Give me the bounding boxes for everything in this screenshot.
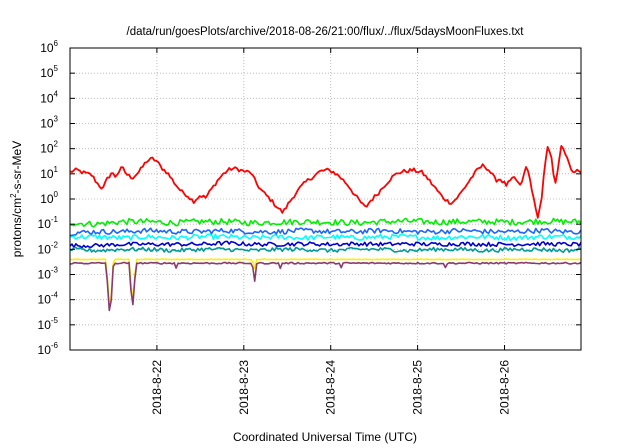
x-axis-ticks: 2018-8-22 2018-8-23 2018-8-24 2018-8-25 2018… <box>150 48 512 415</box>
y-axis-label-main: protons/cm <box>10 198 24 257</box>
x-tick-label: 2018-8-23 <box>237 360 251 415</box>
y-tick-label: 101 <box>40 165 58 181</box>
x-tick-label: 2018-8-22 <box>150 360 164 415</box>
y-tick-label: 10-3 <box>38 266 59 282</box>
y-tick-exponent: 4 <box>54 89 59 98</box>
y-tick-base: 10 <box>40 117 54 131</box>
y-tick-label: 10-2 <box>38 240 59 256</box>
series-line-6 <box>69 246 582 254</box>
y-tick-exponent: 1 <box>54 165 59 174</box>
y-tick-base: 10 <box>40 167 54 181</box>
y-tick-exponent: 3 <box>54 115 59 124</box>
y-tick-exponent: 0 <box>54 190 59 199</box>
y-axis-label-superscript: 2 <box>9 193 18 198</box>
y-tick-base: 10 <box>40 142 54 156</box>
series-line-3 <box>69 233 582 242</box>
y-tick-label: 106 <box>40 39 58 55</box>
series-line-1 <box>69 144 582 219</box>
y-tick-exponent: -4 <box>51 291 59 300</box>
y-axis-label: protons/cm2-s-sr-MeV <box>9 141 24 257</box>
y-tick-label: 104 <box>40 89 58 105</box>
x-axis-label: Coordinated Universal Time (UTC) <box>233 430 417 444</box>
y-tick-exponent: -3 <box>51 266 59 275</box>
y-tick-base: 10 <box>38 343 52 357</box>
y-tick-base: 10 <box>38 318 52 332</box>
y-tick-base: 10 <box>38 268 52 282</box>
y-tick-exponent: -1 <box>51 215 59 224</box>
y-tick-label: 102 <box>40 140 58 156</box>
y-tick-exponent: 6 <box>54 39 59 48</box>
series-layer <box>69 144 582 312</box>
x-tick-label: 2018-8-25 <box>411 360 425 415</box>
y-tick-exponent: 5 <box>54 64 59 73</box>
x-tick-label: 2018-8-24 <box>324 360 338 415</box>
y-tick-exponent: -6 <box>51 341 59 350</box>
y-tick-exponent: 2 <box>54 140 59 149</box>
y-tick-base: 10 <box>40 41 54 55</box>
y-tick-label: 10-6 <box>38 341 59 357</box>
y-tick-label: 105 <box>40 64 58 80</box>
y-tick-base: 10 <box>40 192 54 206</box>
chart-title: /data/run/goesPlots/archive/2018-08-26/2… <box>127 26 525 38</box>
y-tick-base: 10 <box>38 242 52 256</box>
y-tick-label: 10-1 <box>38 215 59 231</box>
y-tick-base: 10 <box>40 91 54 105</box>
series-line-4 <box>69 227 582 237</box>
series-line-5 <box>69 240 582 249</box>
y-axis-label-rest: -s-sr-MeV <box>10 141 24 194</box>
y-tick-label: 100 <box>40 190 58 206</box>
y-tick-label: 103 <box>40 115 58 131</box>
y-axis-ticks: 10-610-510-410-310-210-11001011021031041… <box>38 39 581 357</box>
y-tick-base: 10 <box>38 217 52 231</box>
grid-lines <box>70 48 581 350</box>
x-tick-label: 2018-8-26 <box>498 360 512 415</box>
y-tick-label: 10-4 <box>38 291 59 307</box>
series-line-8 <box>69 261 582 312</box>
series-line-7 <box>69 258 582 307</box>
y-tick-base: 10 <box>38 293 52 307</box>
y-tick-base: 10 <box>40 66 54 80</box>
y-tick-exponent: -2 <box>51 240 59 249</box>
y-tick-label: 10-5 <box>38 316 59 332</box>
y-tick-exponent: -5 <box>51 316 59 325</box>
series-line-2 <box>69 217 582 228</box>
